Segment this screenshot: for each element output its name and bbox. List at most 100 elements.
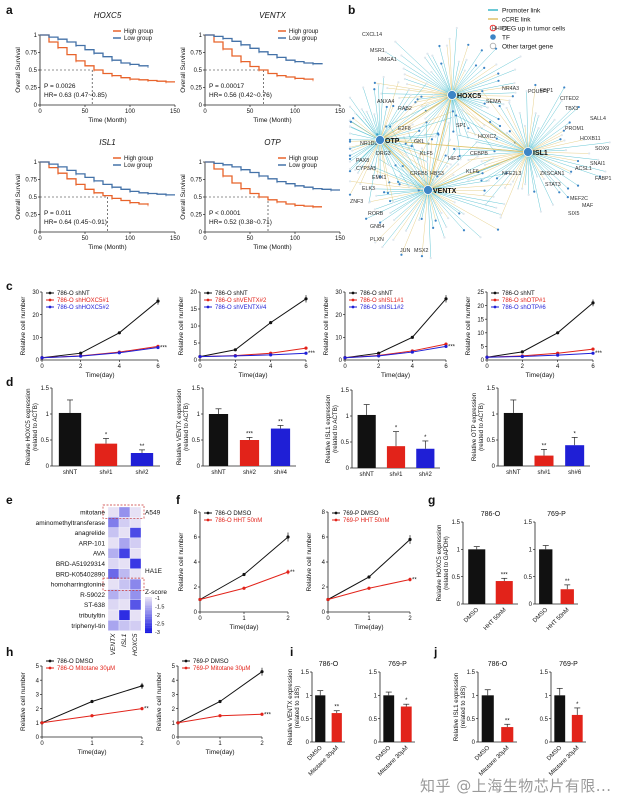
growth-point: [367, 575, 371, 579]
network-edge: [461, 110, 529, 153]
legend-label: 786-O shISL1#2: [360, 305, 404, 311]
network-edge: [521, 151, 529, 189]
x-tick-label: 150: [335, 236, 346, 242]
heatmap-cell: [129, 599, 142, 611]
network-node: [388, 199, 392, 203]
bar-plot-d4: 0 0.5 1 1.5 shNT ** sh#1 * sh#6 Relative OTP expr…: [471, 386, 590, 476]
heatmap-row-label: triphenyl-tin: [71, 623, 105, 630]
growth-point: [233, 348, 237, 352]
network-edge: [349, 126, 381, 141]
hub-node: [375, 135, 385, 145]
x-tick-label: 100: [125, 236, 136, 242]
x-tick-label: 150: [170, 236, 181, 242]
x-tick-label: shNT: [359, 472, 374, 478]
growth-series: [344, 298, 447, 359]
network-node: [349, 120, 353, 124]
colorbar-step: [145, 618, 152, 621]
gene-label: CITED2: [560, 96, 579, 102]
growth-point: [40, 356, 44, 360]
network-node: [377, 83, 380, 86]
legend-label: 786-O HHT 50nM: [215, 518, 262, 524]
network-node: [348, 146, 352, 149]
network-edge: [379, 139, 400, 185]
network-edge: [512, 151, 529, 182]
gene-label: ELK3: [362, 186, 375, 192]
network-edge: [424, 94, 453, 136]
y-axis-label: Overall Survival: [15, 47, 22, 93]
network-edge: [366, 189, 429, 219]
legend-label: 786-O shOTP#1: [502, 298, 546, 304]
network-node: [480, 106, 483, 109]
network-node: [534, 112, 537, 115]
significance: ***: [501, 572, 509, 578]
heatmap-cell: [107, 506, 120, 518]
y-tick-label: 6: [194, 535, 198, 541]
y-tick-label: 1: [172, 721, 176, 727]
network-edge: [377, 139, 381, 176]
heatmap-cell: [118, 506, 131, 518]
hub-edge: [379, 139, 429, 191]
network-node: [502, 103, 505, 106]
network-node: [454, 114, 458, 117]
hazard-ratio: HR= 0.64 (0.45~0.91): [44, 219, 107, 226]
network-node: [505, 106, 508, 110]
network-node: [524, 183, 527, 186]
gene-label: HOXB11: [580, 136, 601, 142]
x-tick-label: shNT: [63, 470, 78, 476]
growth-plot-f1: 0 2 4 6 8 0 1 2 Time(day) Relative cell number ** 7…: [178, 510, 295, 631]
growth-plot-f2: 0 2 4 6 8 0 1 2 Time(day) Relative cell number ** 7…: [306, 510, 417, 631]
legend-label: DEG up in tumor cells: [502, 26, 566, 33]
significance: ***: [160, 346, 168, 352]
network-edge: [451, 92, 516, 96]
x-tick-label: 0: [203, 109, 207, 115]
bar: [481, 695, 494, 742]
legend-label: 769-P Mitotane 30µM: [193, 666, 250, 672]
network-edge: [424, 57, 453, 96]
y-tick-label: 20: [32, 313, 39, 319]
network-edge: [435, 94, 453, 137]
y-tick-label: 0: [36, 358, 40, 364]
panel-label-a: a: [6, 3, 13, 17]
x-tick-label: Mitotane 30µM: [308, 745, 340, 777]
network-node: [537, 114, 540, 118]
heatmap-row-label: aminomethyltransferase: [36, 520, 106, 527]
gene-label: CEBPB: [470, 151, 488, 157]
bar-title: 769-P: [559, 661, 578, 668]
y-tick-label: 0: [34, 103, 38, 109]
network-edge: [527, 122, 570, 153]
colorbar-tick: -3: [155, 630, 160, 636]
y-tick-label: 0: [36, 735, 40, 741]
bar: [383, 695, 395, 742]
network-node: [563, 86, 566, 89]
network-edge: [451, 94, 485, 104]
y-tick-label: 1.5: [341, 388, 350, 394]
heatmap-cell: [118, 599, 131, 611]
network-node: [497, 72, 500, 75]
gene-label: CYP3A5: [356, 166, 376, 172]
colorbar-step: [145, 611, 152, 614]
y-tick-label: 0.25: [25, 86, 37, 92]
network-node: [381, 245, 384, 249]
network-edge: [355, 113, 381, 141]
y-tick-label: 0.5: [452, 575, 461, 581]
y-tick-label: 1.5: [524, 520, 533, 526]
network-node: [458, 212, 461, 215]
network-edge: [432, 55, 453, 96]
network-edge: [427, 158, 494, 191]
network-edge: [451, 73, 499, 96]
km-series-high: [40, 34, 175, 83]
x-tick-label: 4: [411, 364, 415, 370]
network-edge: [451, 94, 495, 152]
bar: [58, 412, 82, 466]
network-edge: [379, 139, 410, 187]
heatmap-col-label: VENTX: [110, 633, 117, 655]
growth-plot-h2: 0 1 2 3 4 5 0 1 2 Time(day) Relative cell number **…: [156, 659, 272, 756]
network-edge: [449, 38, 453, 96]
network-node: [503, 186, 507, 189]
network-edge: [451, 94, 469, 129]
legend-swatch: [351, 291, 355, 295]
network-node: [576, 184, 580, 187]
x-tick-label: 0: [38, 109, 42, 115]
network-node: [563, 139, 566, 142]
